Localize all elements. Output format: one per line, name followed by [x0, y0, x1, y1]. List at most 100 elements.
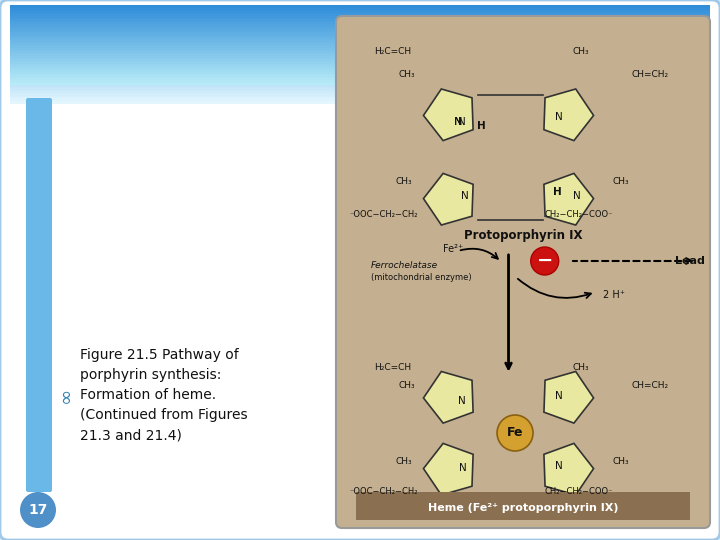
Bar: [10, 71, 710, 74]
Text: CH₃: CH₃: [395, 178, 412, 186]
Bar: [10, 28, 710, 30]
Bar: [10, 32, 710, 34]
Circle shape: [531, 247, 559, 275]
Bar: [10, 44, 710, 47]
Bar: [10, 69, 710, 71]
Text: N: N: [458, 396, 465, 406]
Text: Protoporphyrin IX: Protoporphyrin IX: [464, 230, 582, 242]
Bar: [10, 65, 710, 68]
Bar: [10, 18, 710, 19]
Bar: [10, 101, 710, 104]
Bar: [10, 70, 710, 72]
Polygon shape: [423, 372, 473, 423]
Bar: [10, 18, 710, 20]
Text: Ferrochelatase: Ferrochelatase: [371, 261, 438, 271]
Bar: [10, 22, 710, 24]
Polygon shape: [544, 173, 593, 225]
Bar: [10, 51, 710, 53]
Bar: [10, 43, 710, 45]
Bar: [10, 16, 710, 18]
Bar: [10, 40, 710, 42]
Circle shape: [497, 415, 533, 451]
Bar: [10, 40, 710, 43]
Text: N: N: [459, 463, 467, 473]
Bar: [10, 22, 710, 24]
Bar: [10, 35, 710, 37]
Bar: [10, 38, 710, 40]
Bar: [10, 59, 710, 61]
Text: N: N: [555, 461, 563, 471]
Bar: [10, 61, 710, 63]
Bar: [10, 58, 710, 59]
Bar: [10, 67, 710, 69]
Polygon shape: [423, 89, 473, 140]
Polygon shape: [544, 443, 593, 495]
Text: CH₃: CH₃: [613, 457, 629, 467]
Bar: [10, 33, 710, 36]
Text: −: −: [536, 251, 553, 269]
Bar: [10, 13, 710, 15]
Bar: [10, 50, 710, 51]
Bar: [10, 63, 710, 64]
Bar: [10, 35, 710, 37]
Text: CH₃: CH₃: [572, 362, 589, 372]
Bar: [10, 55, 710, 57]
Text: Fe: Fe: [507, 427, 523, 440]
Bar: [10, 56, 710, 58]
Text: H: H: [477, 121, 486, 131]
Bar: [10, 53, 710, 56]
Bar: [10, 82, 710, 84]
Polygon shape: [423, 443, 473, 495]
Text: CH₃: CH₃: [399, 70, 415, 79]
Bar: [10, 52, 710, 54]
Text: H₂C=CH: H₂C=CH: [374, 362, 411, 372]
Bar: [10, 25, 710, 27]
Text: 2 H⁺: 2 H⁺: [603, 289, 625, 300]
Bar: [10, 55, 710, 56]
Bar: [10, 21, 710, 23]
Bar: [10, 37, 710, 38]
Bar: [10, 46, 710, 49]
Bar: [10, 83, 710, 85]
Bar: [10, 93, 710, 95]
Bar: [10, 50, 710, 52]
Bar: [10, 23, 710, 26]
Bar: [10, 11, 710, 13]
Bar: [10, 87, 710, 90]
Bar: [10, 62, 710, 64]
Bar: [10, 96, 710, 98]
Bar: [10, 98, 710, 101]
Bar: [356, 491, 690, 519]
Text: ⁻OOC−CH₂−CH₂: ⁻OOC−CH₂−CH₂: [349, 210, 418, 219]
Bar: [10, 85, 710, 88]
Text: CH=CH₂: CH=CH₂: [631, 381, 669, 390]
Polygon shape: [544, 89, 593, 140]
Bar: [10, 30, 710, 33]
Bar: [10, 21, 710, 23]
Text: Lead: Lead: [675, 256, 705, 266]
Bar: [10, 30, 710, 32]
Text: N: N: [555, 112, 563, 122]
Bar: [10, 36, 710, 38]
Text: N: N: [462, 191, 469, 201]
Text: Heme (Fe²⁺ protoporphyrin IX): Heme (Fe²⁺ protoporphyrin IX): [428, 503, 618, 513]
Text: H₂C=CH: H₂C=CH: [374, 48, 411, 57]
Bar: [10, 84, 710, 86]
Bar: [10, 48, 710, 50]
Bar: [10, 45, 710, 46]
Text: N: N: [555, 391, 563, 401]
Bar: [10, 10, 710, 11]
Bar: [10, 100, 710, 102]
Text: Figure 21.5 Pathway of
porphyrin synthesis:
Formation of heme.
(Continued from F: Figure 21.5 Pathway of porphyrin synthes…: [80, 348, 248, 442]
Bar: [10, 32, 710, 34]
Bar: [10, 77, 710, 79]
Bar: [10, 69, 710, 71]
Bar: [10, 73, 710, 76]
Bar: [10, 24, 710, 26]
Bar: [10, 56, 710, 58]
Bar: [10, 73, 710, 75]
Bar: [10, 5, 710, 6]
Bar: [10, 80, 710, 82]
Text: N: N: [572, 191, 580, 201]
Bar: [10, 91, 710, 93]
